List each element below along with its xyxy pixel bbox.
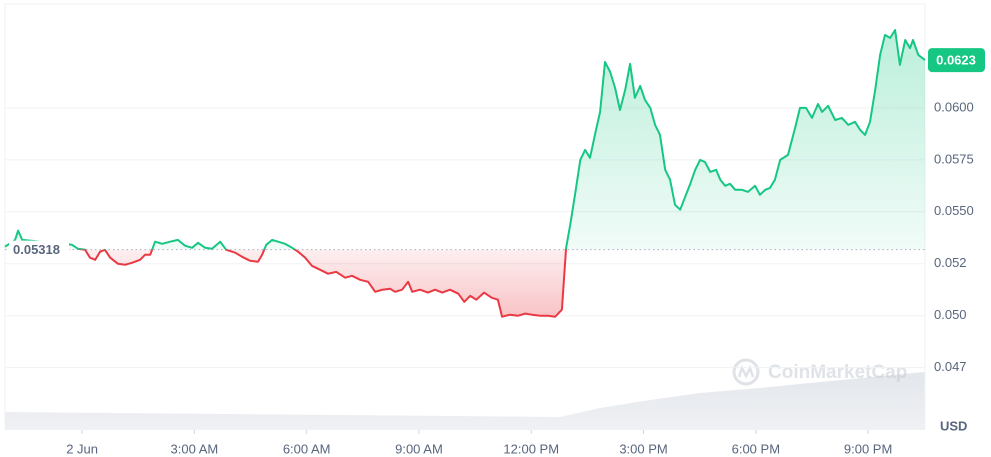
- watermark: CoinMarketCap: [732, 358, 907, 386]
- currency-label: USD: [940, 418, 967, 433]
- y-tick-label: 0.050: [934, 307, 967, 322]
- y-tick-label: 0.0550: [934, 203, 974, 218]
- x-tick-label: 9:00 PM: [844, 441, 892, 456]
- x-tick-label: 12:00 PM: [503, 441, 559, 456]
- price-badge: [928, 48, 985, 73]
- x-tick-label: 6:00 PM: [732, 441, 780, 456]
- y-tick-label: 0.047: [934, 359, 967, 374]
- x-tick-label: 3:00 AM: [171, 441, 219, 456]
- x-tick-label: 2 Jun: [66, 441, 98, 456]
- y-tick-label: 0.0575: [934, 151, 974, 166]
- baseline-label-bg: [9, 240, 69, 259]
- y-tick-label: 0.0600: [934, 99, 974, 114]
- x-tick-label: 9:00 AM: [395, 441, 443, 456]
- price-line: [4, 29, 926, 318]
- volume-area: [5, 372, 925, 430]
- price-area: [5, 30, 925, 317]
- price-badge-label: 0.0623: [936, 53, 976, 68]
- y-tick-label: 0.052: [934, 255, 967, 270]
- x-tick-label: 3:00 PM: [619, 441, 667, 456]
- x-tick-label: 6:00 AM: [283, 441, 331, 456]
- watermark-text: CoinMarketCap: [768, 362, 907, 383]
- baseline-label: 0.05318: [13, 242, 60, 257]
